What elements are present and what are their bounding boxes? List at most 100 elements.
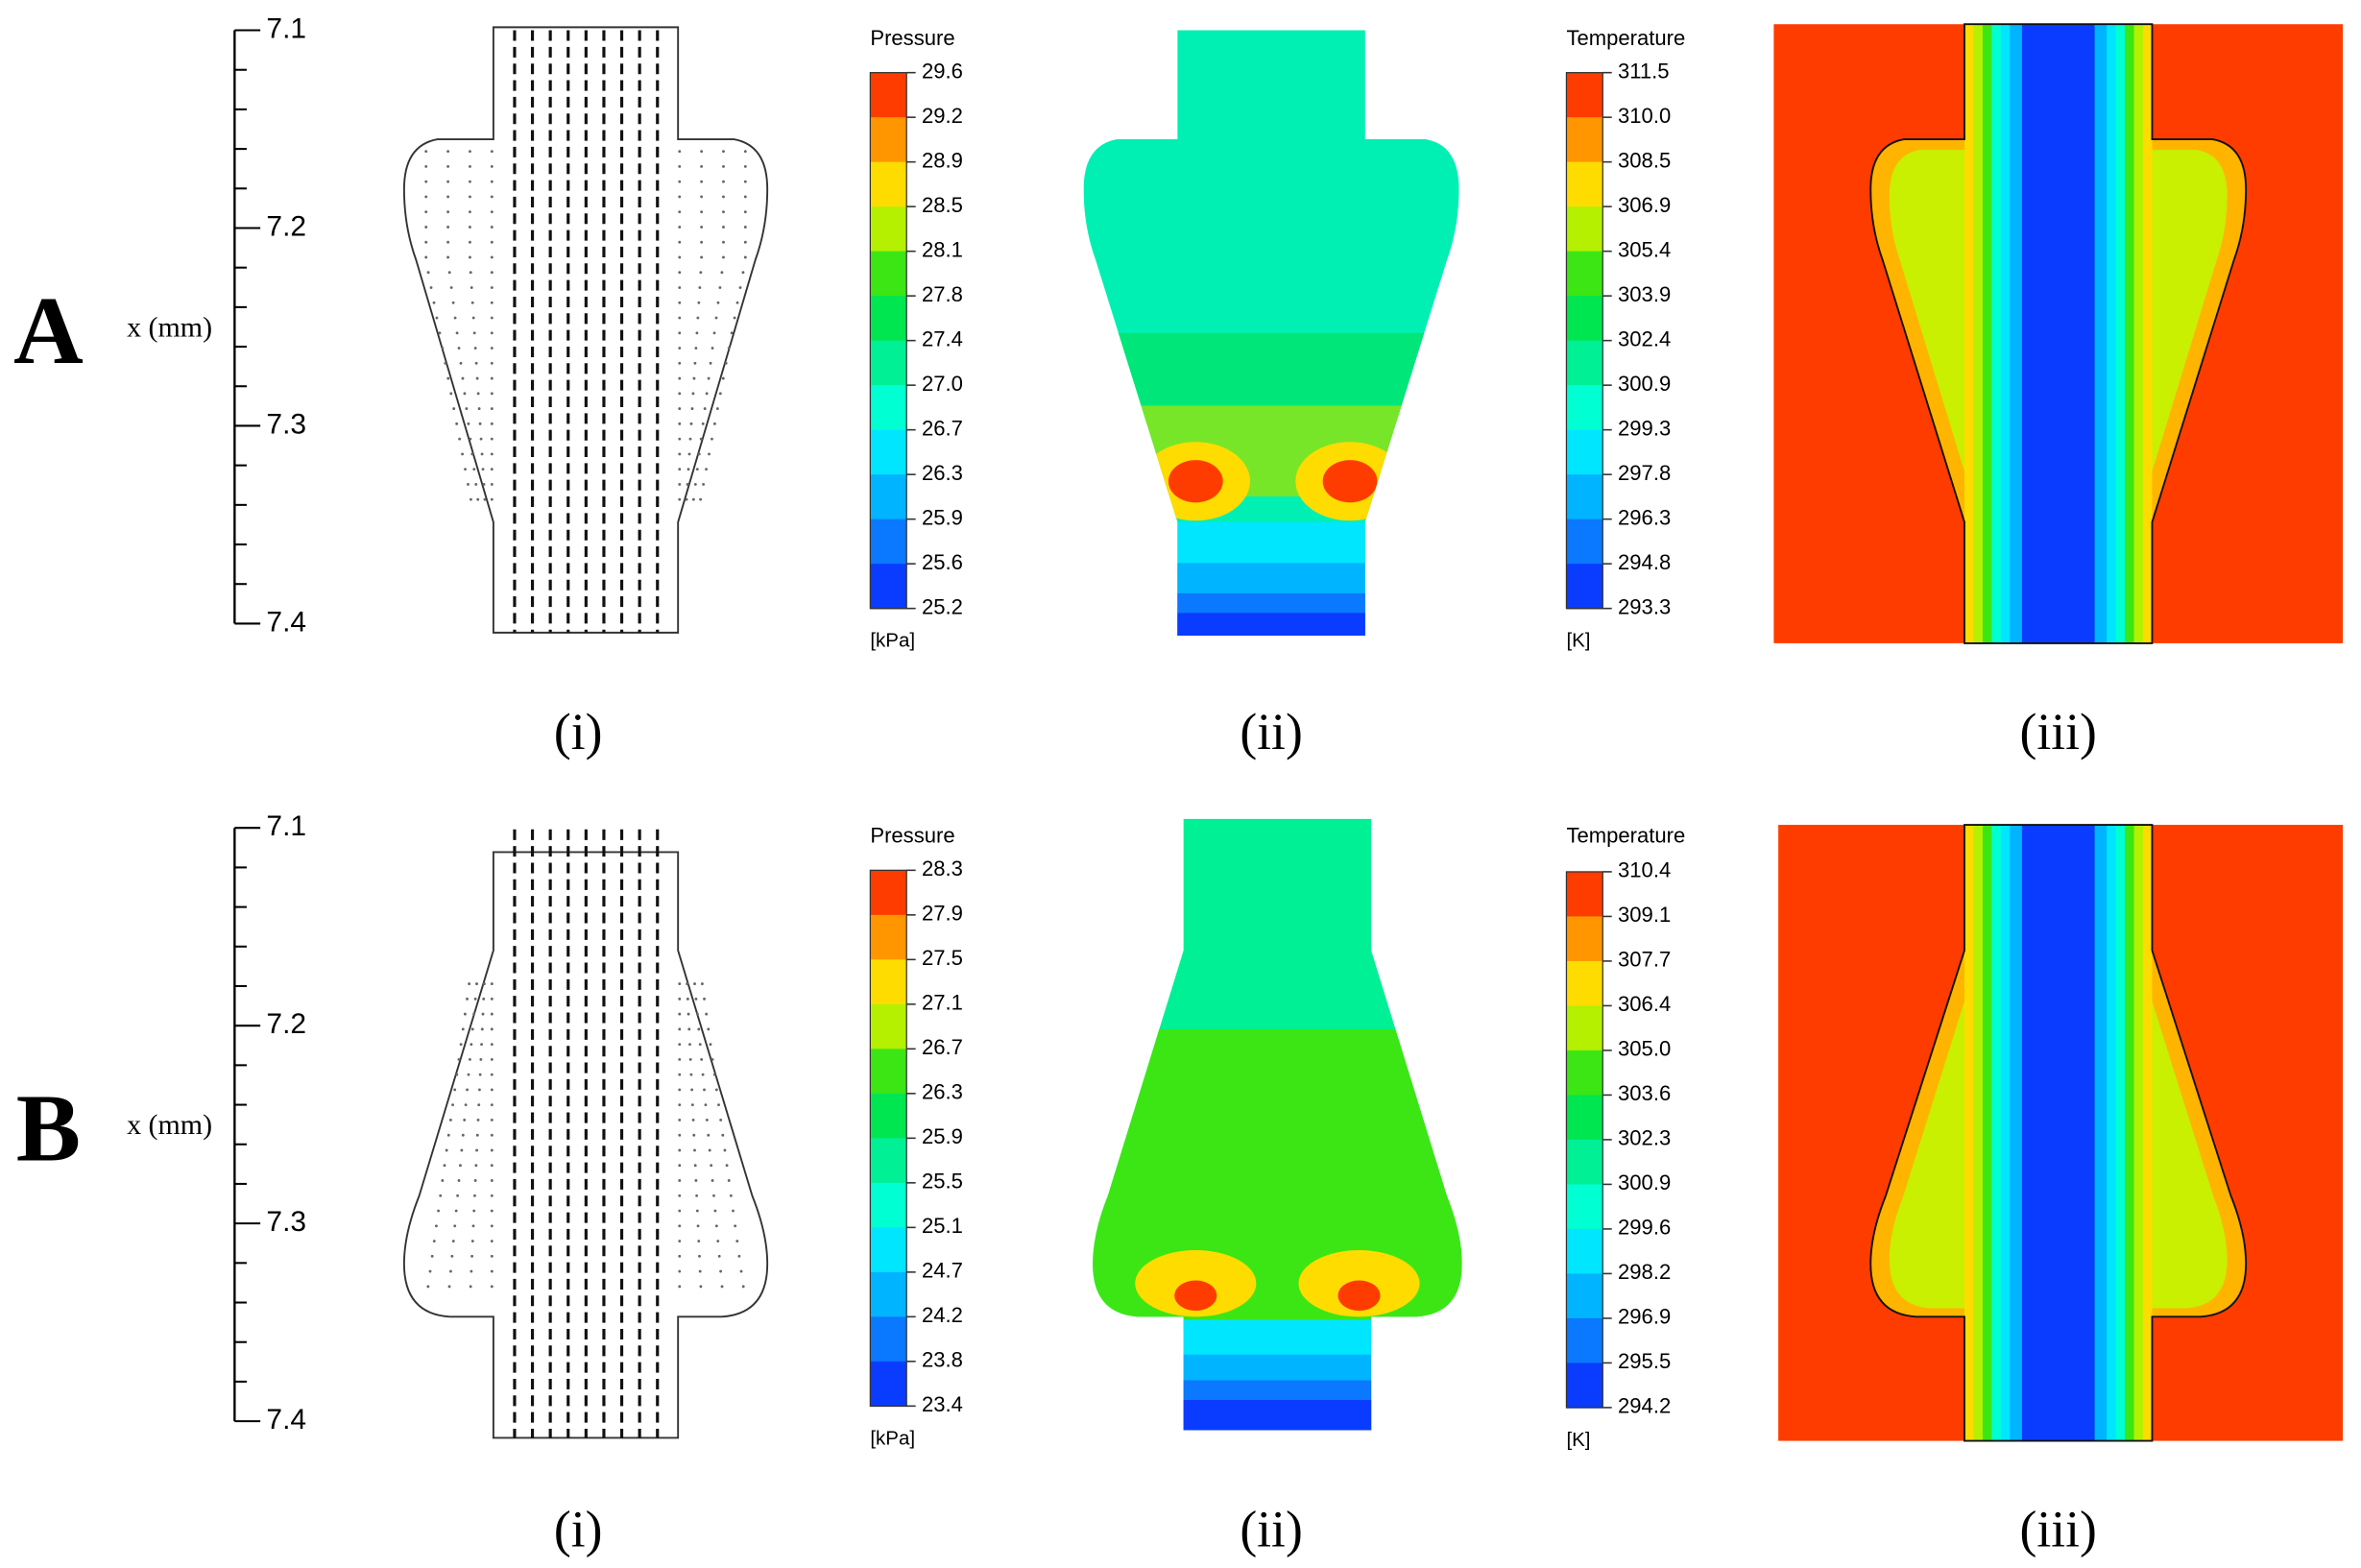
vector-dot: [678, 301, 682, 304]
legend-label: 26.7: [922, 416, 963, 440]
vector-dot: [698, 1043, 702, 1047]
vector-dot: [435, 1224, 438, 1228]
legend-unit: [K]: [1566, 630, 1590, 652]
panel-label: (i): [554, 1501, 603, 1558]
axis-label: x (mm): [127, 1109, 212, 1141]
vector-dot: [678, 1254, 682, 1258]
vector-dot: [480, 452, 484, 456]
vector-dot: [490, 1209, 494, 1213]
vector-dot: [451, 1103, 454, 1107]
vector-dot: [468, 982, 471, 985]
vector-dot: [490, 1133, 494, 1137]
vector-dot: [695, 1012, 699, 1016]
vector-dot: [478, 1088, 481, 1092]
legend-band: [870, 206, 907, 253]
legend-band: [1566, 916, 1603, 962]
legend-band: [870, 1138, 907, 1184]
legend-band: [870, 1271, 907, 1318]
vector-dot: [725, 1164, 729, 1168]
legend-label: 27.9: [922, 902, 963, 926]
legend-band: [870, 1361, 907, 1408]
band: [1083, 592, 1459, 637]
legend-label: 26.3: [922, 1080, 963, 1104]
legend-band: [1566, 474, 1603, 520]
vector-dot: [699, 271, 703, 275]
vector-dot: [678, 1148, 682, 1152]
panel-label: (ii): [1240, 1501, 1302, 1558]
vector-dot: [703, 1088, 706, 1092]
vector-dot: [695, 1194, 699, 1197]
vector-dot: [490, 195, 494, 199]
legend-band: [870, 959, 907, 1005]
hotspot: [1337, 1280, 1381, 1312]
vector-dot: [446, 195, 450, 199]
vector-dot: [712, 422, 716, 425]
vector-dot: [474, 361, 478, 365]
legend-label: 28.9: [922, 148, 963, 172]
vector-dot: [470, 1043, 473, 1047]
vector-dot: [705, 1012, 709, 1016]
vector-dot: [737, 1254, 741, 1258]
vector-dot: [470, 286, 473, 289]
vector-dot: [464, 468, 467, 471]
legend-band: [1566, 519, 1603, 565]
legend-band: [870, 340, 907, 386]
vector-dot: [475, 1133, 479, 1137]
legend-title: Pressure: [870, 823, 954, 847]
vector-dot: [476, 392, 480, 396]
vector-dot: [734, 1224, 737, 1228]
legend-band: [1566, 385, 1603, 431]
vector-dot: [490, 1057, 494, 1061]
tick-label: 7.1: [266, 12, 306, 44]
panel-label: (i): [554, 703, 603, 760]
vector-dot: [473, 997, 477, 1001]
vector-dot: [678, 195, 682, 199]
vector-dot: [447, 1285, 451, 1289]
vector-dot: [720, 1285, 724, 1289]
vector-dot: [678, 997, 682, 1001]
vector-dot: [469, 180, 471, 183]
vector-dot: [712, 331, 716, 335]
legend-label: 25.9: [922, 505, 963, 529]
legend-band: [870, 1003, 907, 1050]
legend-label: 23.4: [922, 1392, 963, 1416]
legend-label: 27.1: [922, 991, 963, 1015]
vector-dot: [424, 150, 428, 154]
vector-dot: [490, 1027, 494, 1031]
vector-dot: [722, 180, 725, 183]
vector-dot: [709, 1043, 712, 1047]
vector-dot: [698, 1254, 701, 1258]
legend-label: 305.4: [1618, 237, 1671, 261]
legend-label: 26.7: [922, 1035, 963, 1059]
vector-dot: [724, 361, 728, 365]
vector-dot: [490, 437, 494, 441]
vector-dot: [490, 1194, 494, 1197]
legend-label: 295.5: [1618, 1349, 1671, 1373]
vector-dot: [743, 226, 747, 229]
vector-dot: [698, 286, 702, 289]
vector-dot: [437, 1209, 440, 1213]
vector-dot: [424, 240, 428, 244]
vector-dot: [457, 347, 461, 350]
vector-dot: [472, 1209, 476, 1213]
vector-dot: [678, 1057, 682, 1061]
vector-dot: [678, 150, 682, 154]
legend-band: [870, 296, 907, 342]
channel-outline: [402, 26, 769, 634]
vector-dot: [490, 1012, 494, 1016]
vector-dot: [688, 1043, 691, 1047]
legend-band: [870, 870, 907, 916]
vector-dot: [687, 1012, 690, 1016]
legend-band: [870, 161, 907, 207]
vector-dot: [697, 1240, 701, 1242]
vector-dot: [443, 1164, 446, 1168]
vector-dot: [490, 316, 494, 320]
legend-label: 296.3: [1618, 505, 1671, 529]
vector-dot: [446, 255, 450, 259]
vector-dot: [722, 240, 725, 244]
vector-dot: [722, 195, 725, 199]
vector-dot: [717, 1103, 720, 1107]
vector-dot: [678, 164, 682, 168]
vector-dot: [690, 407, 694, 411]
tick-label: 7.4: [266, 606, 306, 638]
